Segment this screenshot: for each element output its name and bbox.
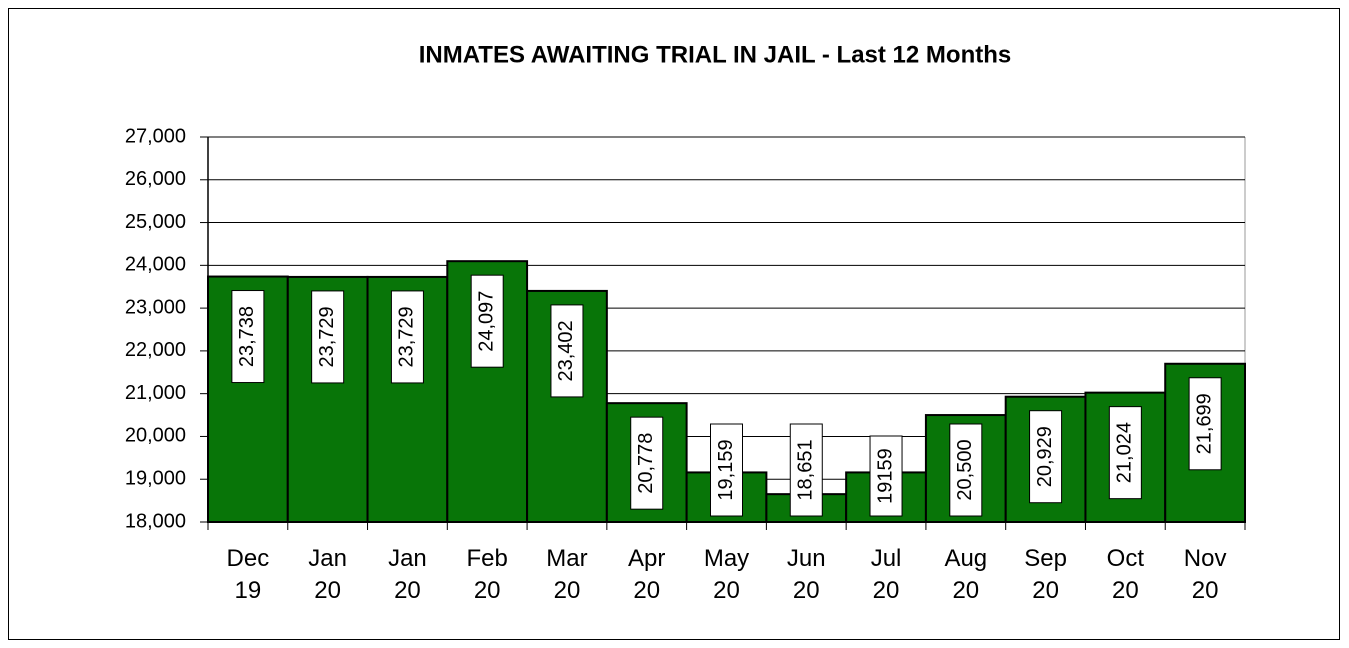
x-tick-label-line: May: [704, 545, 749, 572]
x-tick-label-line: Jan: [388, 545, 427, 572]
x-tick-label: Nov 20: [1184, 545, 1227, 604]
x-tick-label-line: Oct: [1107, 545, 1145, 572]
value-label: 20,929: [1034, 426, 1056, 487]
x-tick-label-line: 20: [314, 577, 341, 604]
y-tick-label: 25,000: [125, 211, 186, 233]
value-label-box: [710, 423, 743, 517]
x-tick-label-line: Apr: [628, 545, 665, 572]
x-tick-label: Jun 20: [787, 545, 826, 604]
value-label-box: [1188, 377, 1222, 471]
value-label: 23,729: [396, 306, 418, 367]
value-label: 23,402: [555, 320, 577, 381]
x-tick-label-line: Mar: [546, 545, 587, 572]
value-label-box: [550, 304, 584, 398]
value-label-box: [231, 290, 265, 384]
value-label: 21,024: [1114, 422, 1136, 483]
value-label: 23,729: [316, 306, 338, 367]
x-tick-label-line: 20: [474, 577, 501, 604]
value-label: 19159: [874, 448, 896, 504]
value-label-box: [470, 274, 504, 368]
x-tick-label: May 20: [704, 545, 749, 604]
value-label: 23,738: [236, 306, 258, 367]
y-tick-label: 21,000: [125, 382, 186, 404]
y-tick-label: 22,000: [125, 339, 186, 361]
value-label-box: [311, 290, 345, 384]
x-tick-label-line: 20: [1192, 577, 1219, 604]
x-tick-label: Apr 20: [628, 545, 665, 604]
value-label-box: [1029, 410, 1063, 504]
x-tick-label-line: Jun: [787, 545, 826, 572]
y-tick-label: 20,000: [125, 425, 186, 447]
value-label: 20,500: [954, 439, 976, 500]
x-tick-label: Dec 19: [227, 545, 270, 604]
x-tick-label-line: Nov: [1184, 545, 1227, 572]
x-tick-label-line: 20: [793, 577, 820, 604]
x-tick-label-line: Jul: [871, 545, 902, 572]
x-tick-label: Oct 20: [1107, 545, 1145, 604]
x-tick-label-line: Sep: [1024, 545, 1067, 572]
x-tick-label-line: Aug: [944, 545, 987, 572]
value-label: 18,651: [795, 439, 817, 500]
x-tick-label: Feb 20: [467, 545, 508, 604]
x-tick-label: Aug 20: [944, 545, 987, 604]
x-tick-label: Sep 20: [1024, 545, 1067, 604]
x-tick-label-line: 20: [1112, 577, 1139, 604]
x-tick-label-line: 20: [873, 577, 900, 604]
value-label: 24,097: [475, 291, 497, 352]
x-tick-label-line: 20: [554, 577, 581, 604]
value-label: 19,159: [715, 439, 737, 500]
y-tick-label: 27,000: [125, 125, 186, 147]
y-tick-label: 19,000: [125, 468, 186, 490]
value-label-box: [630, 416, 664, 510]
x-tick-label-line: 20: [1032, 577, 1059, 604]
x-tick-label-line: 20: [633, 577, 660, 604]
x-tick-label-line: 19: [235, 577, 262, 604]
x-tick-label: Jan 20: [308, 545, 347, 604]
x-tick-label: Mar 20: [546, 545, 587, 604]
x-tick-label: Jul 20: [871, 545, 902, 604]
value-label-box: [869, 435, 903, 517]
value-label-box: [1108, 406, 1142, 500]
y-tick-label: 24,000: [125, 254, 186, 276]
y-tick-label: 26,000: [125, 168, 186, 190]
x-tick-label-line: 20: [394, 577, 421, 604]
x-tick-label: Jan 20: [388, 545, 427, 604]
value-label: 20,778: [635, 433, 657, 494]
y-tick-label: 23,000: [125, 296, 186, 318]
x-tick-label-line: 20: [952, 577, 979, 604]
chart-title: INMATES AWAITING TRIAL IN JAIL - Last 12…: [419, 41, 1011, 68]
x-tick-label-line: Dec: [227, 545, 270, 572]
y-tick-label: 18,000: [125, 510, 186, 532]
x-tick-label-line: Feb: [467, 545, 508, 572]
value-label-box: [949, 423, 983, 517]
value-label-box: [390, 290, 424, 384]
value-label: 21,699: [1193, 393, 1215, 454]
value-label-box: [789, 423, 823, 517]
x-tick-label-line: 20: [713, 577, 740, 604]
x-tick-label-line: Jan: [308, 545, 347, 572]
